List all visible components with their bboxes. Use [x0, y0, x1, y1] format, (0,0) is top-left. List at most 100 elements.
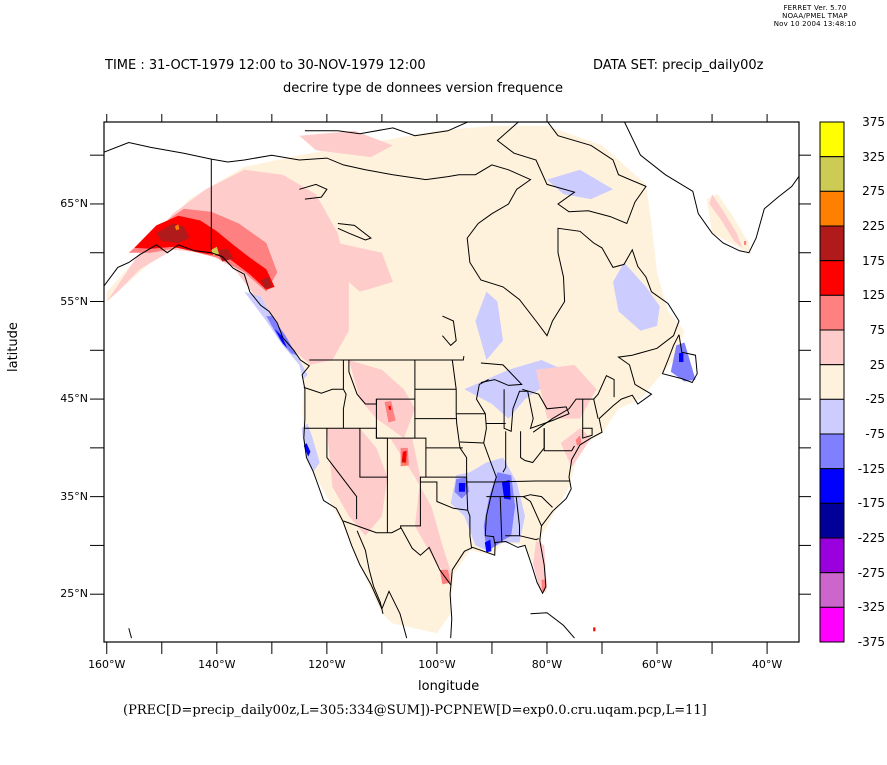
time-range-title: TIME : 31-OCT-1979 12:00 to 30-NOV-1979 … — [105, 58, 426, 73]
border-al-ga — [505, 496, 520, 537]
field-calif-lightblue — [301, 423, 320, 473]
y-tick-label: 35°N — [60, 489, 88, 503]
border-ms-al — [499, 496, 503, 543]
y-tick-label: 25°N — [60, 587, 88, 601]
colorbar-swatch-1 — [819, 156, 845, 192]
colorbar-label: 225 — [862, 219, 885, 233]
stamp-org: NOAA/PMEL TMAP — [782, 12, 848, 20]
colorbar-label: 275 — [862, 184, 885, 199]
colorbar-swatch-8 — [819, 398, 845, 435]
field-colorado-darkred — [402, 458, 405, 463]
coast-arctic-islands — [304, 122, 469, 137]
field-tennessee-darkblue — [501, 480, 511, 500]
colorbar-label: 375 — [862, 115, 885, 129]
field-colorado-orange — [404, 462, 407, 466]
field-canada-pink-1 — [337, 243, 393, 292]
field-greenland-lightred — [744, 241, 747, 245]
x-tick-label: 40°W — [751, 658, 783, 671]
x-tick-label: 60°W — [641, 658, 673, 671]
colorbar-label: -225 — [857, 531, 885, 545]
colorbar-swatch-3 — [819, 225, 845, 262]
y-tick-label: 55°N — [60, 294, 88, 308]
border-new-england — [582, 399, 593, 439]
plot-expression: (PREC[D=precip_daily00z,L=305:334@SUM])-… — [123, 703, 707, 718]
colorbar-label: 25 — [869, 357, 885, 372]
field-labrador-lightblue — [613, 262, 660, 331]
stamp-version: FERRET Ver. 5.70 — [783, 4, 847, 12]
colorbar-label: -375 — [857, 635, 885, 649]
field-alaska-pink — [106, 169, 349, 365]
border-wa-id — [326, 359, 347, 429]
coast-greenland — [623, 122, 799, 254]
colorbar-label: 325 — [862, 149, 885, 164]
colorbar-swatch-2 — [819, 190, 845, 227]
border-36-5n — [466, 480, 571, 483]
coast-great-slave-lake — [337, 223, 372, 241]
border-104w — [400, 360, 427, 528]
field-pnw-darkblue — [274, 328, 288, 349]
coast-great-lakes — [503, 388, 570, 433]
field-wyoming-lightred — [384, 401, 396, 423]
coast-baffin — [496, 122, 647, 225]
field-greenland-pink — [709, 194, 743, 248]
field-wyoming-red — [388, 405, 392, 410]
coastline-layer — [104, 122, 799, 639]
field-arctic-pink — [299, 130, 393, 158]
border-il-in — [502, 431, 507, 473]
coast-hawaii — [128, 628, 132, 639]
x-tick-label: 80°W — [531, 658, 563, 671]
border-ga-sc — [523, 496, 542, 527]
border-mississippi-river — [475, 379, 497, 544]
colorbar-label: 175 — [862, 253, 885, 268]
stamp-date: Nov 10 2004 13:48:10 — [773, 20, 857, 28]
colorbar-label: -275 — [857, 565, 885, 580]
y-tick-label: 65°N — [60, 196, 88, 210]
field-alaska-orange — [175, 224, 180, 231]
colorbar-swatch-6 — [819, 329, 845, 366]
coast-pacific — [104, 244, 408, 639]
border-wa-or — [303, 386, 344, 394]
colorbar-label: -25 — [865, 392, 885, 407]
border-us-canada-49n — [309, 356, 465, 361]
field-alaska-darkred-3 — [260, 277, 272, 289]
border-ia-mo — [459, 441, 484, 444]
colorbar-swatch-9 — [819, 433, 845, 470]
field-louisiana-darkblue — [484, 539, 492, 553]
coast-baja — [356, 530, 384, 614]
coast-lake-superior — [480, 362, 523, 386]
field-quebec-pink — [536, 364, 597, 419]
coast-great-bear-lake — [299, 183, 328, 200]
colorbar-label: -75 — [865, 427, 885, 441]
axis-ticks — [90, 114, 811, 654]
border-35n — [486, 494, 553, 508]
x-tick-label: 160°W — [88, 658, 126, 671]
field-ontario-lightblue — [475, 291, 503, 360]
colorbar — [819, 121, 845, 643]
colorbar-label: -175 — [857, 496, 885, 511]
field-alaska-darkred-1 — [156, 223, 190, 243]
x-tick-label: 120°W — [308, 658, 346, 671]
coast-newfoundland — [661, 334, 698, 384]
colorbar-swatch-13 — [819, 572, 845, 608]
x-axis-label: longitude — [418, 679, 480, 694]
border-wyoming — [375, 399, 415, 439]
coast-cuba — [530, 612, 575, 639]
colorbar-swatch-7 — [819, 364, 845, 400]
field-florida-lightred — [541, 579, 546, 592]
field-newfoundland-darkblue — [679, 352, 684, 362]
border-ga-fl — [519, 535, 539, 541]
colorbar-swatch-12 — [819, 537, 845, 574]
colorbar-swatch-11 — [819, 502, 845, 539]
ferret-stamp: FERRET Ver. 5.70 NOAA/PMEL TMAP Nov 10 2… — [745, 4, 885, 28]
field-caribbean-red — [593, 627, 596, 632]
field-great-basin-pink — [326, 428, 388, 536]
x-tick-label: 100°W — [418, 658, 456, 671]
colorbar-swatch-14 — [819, 606, 845, 643]
plot-frame — [103, 121, 800, 643]
border-us-mexico — [343, 520, 452, 586]
field-baffin-lightblue — [547, 169, 613, 200]
border-pa — [543, 428, 575, 452]
colorbar-label: 125 — [862, 288, 885, 303]
field-alaska-darkred-2 — [216, 248, 234, 262]
